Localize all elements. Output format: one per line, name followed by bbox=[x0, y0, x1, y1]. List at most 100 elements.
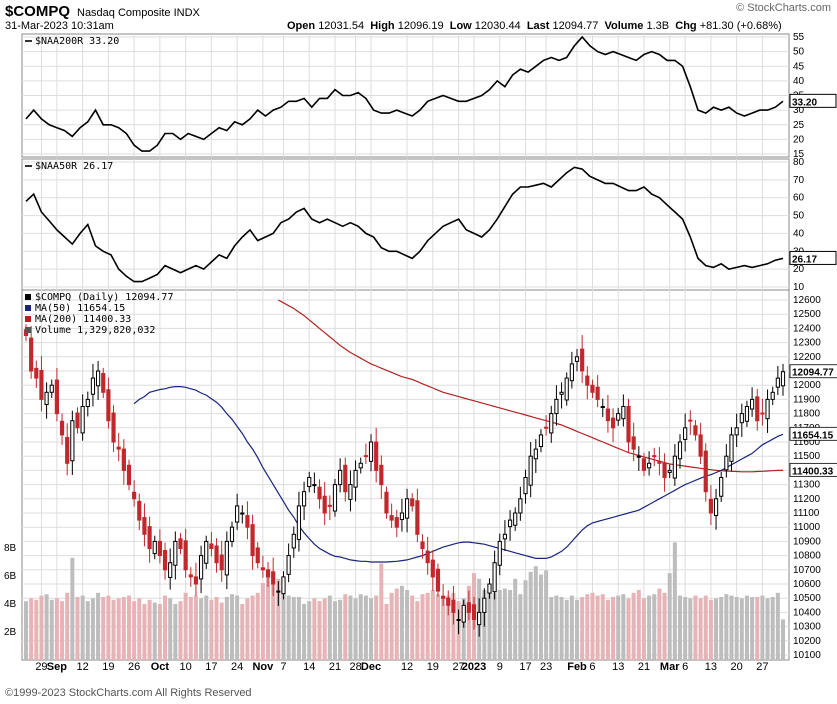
volume-bar bbox=[405, 590, 410, 660]
candle bbox=[425, 536, 430, 575]
candle-body bbox=[554, 398, 559, 415]
candle bbox=[162, 542, 168, 580]
volume-bar bbox=[209, 599, 214, 660]
x-tick-label: 2023 bbox=[462, 661, 486, 673]
volume-tick-label: 4B bbox=[4, 599, 17, 610]
volume-bar bbox=[446, 595, 451, 660]
candle-body bbox=[363, 455, 368, 458]
last-value-box bbox=[789, 250, 837, 265]
y-tick-label: 11300 bbox=[793, 480, 821, 491]
candle bbox=[662, 453, 667, 492]
y-tick-label: 60 bbox=[793, 193, 805, 204]
candle-body bbox=[111, 412, 116, 443]
x-tick-label: 6 bbox=[682, 661, 688, 673]
volume-bar bbox=[523, 580, 528, 660]
candle bbox=[533, 439, 538, 473]
candle-body bbox=[389, 515, 394, 521]
candle-body bbox=[49, 384, 54, 393]
volume-bar bbox=[466, 585, 471, 660]
x-tick-label: Dec bbox=[361, 661, 381, 673]
candle bbox=[188, 567, 193, 587]
volume-bar bbox=[631, 592, 636, 660]
candle bbox=[688, 410, 693, 435]
candle bbox=[286, 543, 291, 583]
volume-bar bbox=[296, 597, 301, 660]
volume-bar bbox=[106, 595, 111, 660]
candle-body bbox=[209, 543, 214, 549]
candle bbox=[569, 351, 574, 389]
candle-body bbox=[162, 549, 168, 571]
volume-bar bbox=[435, 594, 440, 660]
candle-body bbox=[600, 406, 605, 408]
panel-legend: $NAA50R 26.17 bbox=[35, 161, 113, 172]
candle-body bbox=[65, 436, 70, 464]
candle-body bbox=[121, 448, 126, 471]
volume-bar bbox=[441, 597, 446, 660]
volume-bar bbox=[90, 598, 95, 660]
candle bbox=[652, 447, 657, 467]
candle bbox=[384, 486, 389, 519]
y-tick-label: 12300 bbox=[793, 338, 821, 349]
volume-bar bbox=[780, 619, 786, 660]
volume-tick-label: 8B bbox=[4, 543, 17, 554]
candle bbox=[44, 382, 49, 419]
candle bbox=[276, 581, 281, 606]
panel-frame-1 bbox=[21, 158, 790, 291]
candle bbox=[415, 488, 420, 543]
candle-body bbox=[240, 512, 245, 515]
x-tick-label: 12 bbox=[401, 661, 413, 673]
candle bbox=[291, 526, 296, 558]
candle bbox=[605, 394, 611, 433]
candle-body bbox=[235, 505, 240, 523]
volume-bar bbox=[554, 595, 559, 660]
candle bbox=[90, 363, 96, 407]
candle-body bbox=[652, 455, 657, 458]
candle-body bbox=[198, 555, 204, 580]
y-tick-label: 12200 bbox=[793, 352, 821, 363]
candle-body bbox=[29, 337, 34, 372]
candle bbox=[744, 400, 750, 427]
candle-body bbox=[574, 356, 580, 362]
candle bbox=[348, 470, 353, 512]
volume-bar bbox=[307, 601, 312, 660]
candle bbox=[724, 444, 729, 478]
candle-body bbox=[281, 576, 286, 595]
volume-bar bbox=[719, 597, 724, 660]
volume-bar bbox=[770, 597, 775, 660]
volume-bar bbox=[173, 604, 178, 660]
candle-body bbox=[657, 460, 662, 464]
candle-body bbox=[477, 611, 482, 626]
volume-bar bbox=[595, 595, 600, 660]
candle bbox=[590, 379, 595, 398]
candle-body bbox=[271, 571, 276, 585]
candle-body bbox=[590, 384, 595, 393]
volume-bar bbox=[358, 594, 363, 660]
candle-body bbox=[564, 377, 569, 401]
volume-bar bbox=[276, 578, 281, 660]
volume-bar bbox=[652, 594, 657, 660]
volume-bar bbox=[384, 604, 389, 660]
candle bbox=[101, 367, 106, 398]
candle bbox=[198, 545, 204, 594]
candle-body bbox=[95, 370, 101, 387]
candle-body bbox=[482, 597, 487, 613]
candle bbox=[507, 510, 513, 541]
y-tick-label: 50 bbox=[793, 47, 805, 58]
candle-body bbox=[229, 526, 235, 542]
candle-body bbox=[142, 517, 147, 535]
candle bbox=[600, 398, 605, 418]
x-tick-label: Sep bbox=[47, 661, 67, 673]
candle-body bbox=[85, 398, 90, 407]
volume-bar bbox=[44, 594, 49, 660]
candle bbox=[523, 469, 528, 504]
x-tick-label: Mar bbox=[660, 661, 680, 673]
candle bbox=[317, 479, 322, 509]
candle-body bbox=[101, 373, 106, 393]
ma200-value-label: 11400.33 bbox=[792, 466, 834, 477]
candle bbox=[683, 413, 688, 452]
ma50-value-label-box bbox=[789, 426, 837, 441]
candle bbox=[85, 391, 90, 417]
candle bbox=[312, 472, 317, 493]
symbol-title: $COMPQ bbox=[5, 3, 71, 20]
y-tick-label: 40 bbox=[793, 228, 805, 239]
